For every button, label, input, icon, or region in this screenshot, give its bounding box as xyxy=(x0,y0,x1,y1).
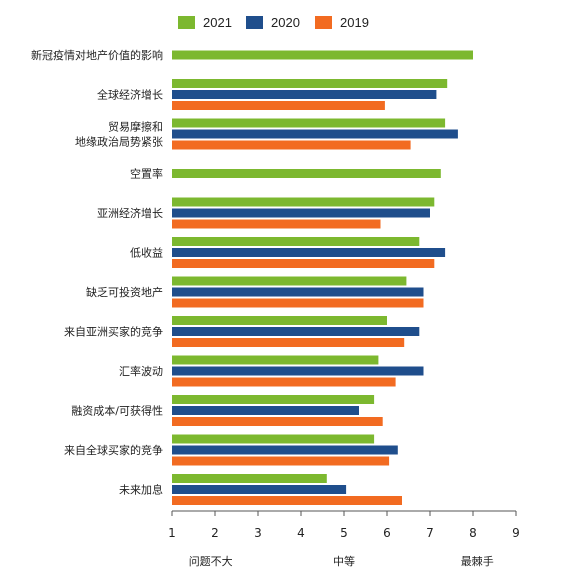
x-tick-label-3: 3 xyxy=(254,526,262,540)
bar-2019-1 xyxy=(172,101,385,110)
bar-2019-6 xyxy=(172,298,424,308)
category-label-6: 缺乏可投资地产 xyxy=(86,285,163,299)
bar-2020-11 xyxy=(172,485,347,494)
bar-2019-5 xyxy=(172,259,435,268)
legend-swatch-2019 xyxy=(315,15,332,29)
x-label-mid: 中等 xyxy=(333,554,355,568)
x-tick-label-9: 9 xyxy=(512,526,520,540)
bar-2021-11 xyxy=(172,474,327,483)
legend-swatch-2020 xyxy=(246,15,263,29)
x-tick-label-1: 1 xyxy=(168,526,176,540)
category-label-7: 来自亚洲买家的竞争 xyxy=(64,325,163,339)
bar-2020-8 xyxy=(172,366,424,376)
bar-2019-11 xyxy=(172,496,402,505)
x-tick-label-5: 5 xyxy=(340,526,348,540)
x-label-low: 问题不大 xyxy=(189,554,233,568)
bar-2020-10 xyxy=(172,445,398,455)
category-label-9: 融资成本/可获得性 xyxy=(71,404,163,418)
x-label-high: 最棘手 xyxy=(461,554,494,568)
category-label-8: 汇率波动 xyxy=(119,364,163,378)
category-label-10: 来自全球买家的竞争 xyxy=(64,443,163,457)
category-label-2-0: 贸易摩擦和 xyxy=(108,120,163,134)
bar-2019-10 xyxy=(172,456,390,466)
bar-2021-5 xyxy=(172,237,420,246)
bar-2019-7 xyxy=(172,338,405,347)
legend-label-2021: 2021 xyxy=(203,14,232,30)
bar-2019-2 xyxy=(172,140,411,150)
bar-2021-3 xyxy=(172,169,441,178)
x-tick-label-4: 4 xyxy=(297,526,305,540)
bar-2019-9 xyxy=(172,417,383,426)
bar-2020-1 xyxy=(172,90,437,99)
legend-label-2019: 2019 xyxy=(340,14,369,30)
category-label-4: 亚洲经济增长 xyxy=(97,206,163,220)
bar-2020-9 xyxy=(172,406,359,415)
bar-2019-4 xyxy=(172,219,381,229)
bar-2020-5 xyxy=(172,248,446,257)
x-tick-label-7: 7 xyxy=(426,526,434,540)
bar-2021-8 xyxy=(172,355,379,365)
x-tick-label-6: 6 xyxy=(383,526,391,540)
legend: 2021 2020 2019 xyxy=(0,12,568,32)
category-label-2-1: 地缘政治局势紧张 xyxy=(75,135,163,149)
category-label-5: 低收益 xyxy=(130,246,163,260)
bar-2021-1 xyxy=(172,79,448,88)
bar-2021-10 xyxy=(172,434,375,444)
bar-2020-2 xyxy=(172,129,458,139)
legend-item-2021: 2021 xyxy=(178,12,232,32)
x-tick-label-8: 8 xyxy=(469,526,477,540)
bar-2020-4 xyxy=(172,208,430,218)
legend-item-2020: 2020 xyxy=(246,12,300,32)
bar-2021-7 xyxy=(172,316,387,325)
bar-2021-0 xyxy=(172,50,473,60)
legend-label-2020: 2020 xyxy=(271,14,300,30)
bar-2020-7 xyxy=(172,327,420,336)
category-label-0: 新冠疫情对地产价值的影响 xyxy=(31,48,163,62)
bar-2021-6 xyxy=(172,276,407,286)
bar-2019-8 xyxy=(172,377,396,387)
category-label-11: 未来加息 xyxy=(119,483,163,497)
bar-2021-2 xyxy=(172,118,446,128)
legend-item-2019: 2019 xyxy=(315,12,369,32)
bar-2020-6 xyxy=(172,287,424,297)
category-label-3: 空置率 xyxy=(130,167,163,181)
legend-swatch-2021 xyxy=(178,15,195,29)
x-tick-label-2: 2 xyxy=(211,526,219,540)
bar-2021-9 xyxy=(172,395,375,404)
category-label-1: 全球经济增长 xyxy=(97,88,163,102)
bar-2021-4 xyxy=(172,197,435,207)
